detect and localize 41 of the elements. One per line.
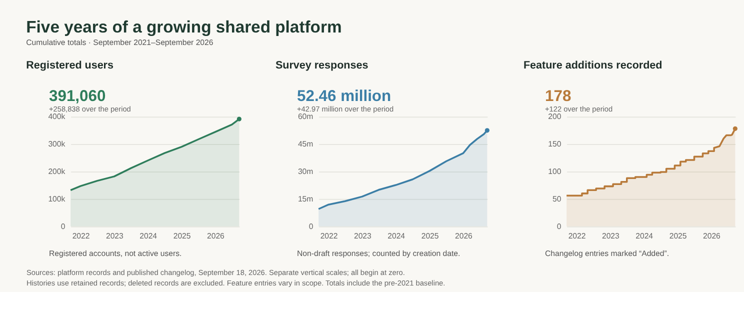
text: Cumulative totals · September 2021–September 2026 bbox=[26, 38, 214, 48]
y-tick-label: 50 bbox=[552, 194, 562, 204]
x-tick-label: 2026 bbox=[206, 232, 226, 241]
text: Registered accounts, not active users. bbox=[49, 248, 182, 258]
y-tick-label: 45m bbox=[298, 139, 314, 148]
x-tick-label: 2022 bbox=[568, 232, 586, 241]
chart-title: Feature additions recorded bbox=[523, 60, 662, 72]
text: 52.46 million bbox=[297, 88, 392, 105]
x-tick-label: 2026 bbox=[702, 232, 722, 241]
x-tick-label: 2026 bbox=[454, 232, 474, 241]
text: 178 bbox=[545, 88, 572, 105]
y-tick-label: 150 bbox=[548, 139, 562, 148]
y-tick-label: 30m bbox=[298, 166, 314, 176]
y-tick-label: 15m bbox=[298, 194, 314, 204]
y-tick-label: 100k bbox=[48, 194, 66, 204]
x-tick-label: 2022 bbox=[320, 232, 338, 241]
text: Five years of a growing shared platform bbox=[26, 17, 342, 36]
y-tick-label: 60m bbox=[298, 112, 314, 122]
x-tick-label: 2024 bbox=[140, 232, 158, 241]
x-tick-label: 2023 bbox=[106, 232, 124, 241]
x-tick-label: 2024 bbox=[636, 232, 654, 241]
x-tick-label: 2023 bbox=[602, 232, 620, 241]
y-tick-label: 0 bbox=[60, 222, 66, 231]
x-tick-label: 2022 bbox=[72, 232, 90, 241]
y-tick-label: 0 bbox=[556, 222, 562, 231]
y-tick-label: 200 bbox=[548, 112, 562, 122]
text: Non-draft responses; counted by creation date. bbox=[297, 248, 460, 258]
chart-title: Survey responses bbox=[275, 60, 368, 72]
x-tick-label: 2025 bbox=[421, 232, 440, 241]
text: 391,060 bbox=[49, 88, 106, 105]
x-tick-label: 2025 bbox=[669, 232, 688, 241]
y-tick-label: 300k bbox=[48, 139, 66, 148]
text: Changelog entries marked “Added”. bbox=[545, 248, 670, 258]
y-tick-label: 400k bbox=[48, 112, 66, 122]
chart-title: Registered users bbox=[26, 60, 114, 72]
x-tick-label: 2024 bbox=[388, 232, 406, 241]
y-tick-label: 100 bbox=[548, 166, 562, 176]
x-tick-label: 2025 bbox=[173, 232, 192, 241]
x-tick-label: 2023 bbox=[354, 232, 372, 241]
y-tick-label: 200k bbox=[48, 166, 66, 176]
y-tick-label: 0 bbox=[308, 222, 314, 231]
